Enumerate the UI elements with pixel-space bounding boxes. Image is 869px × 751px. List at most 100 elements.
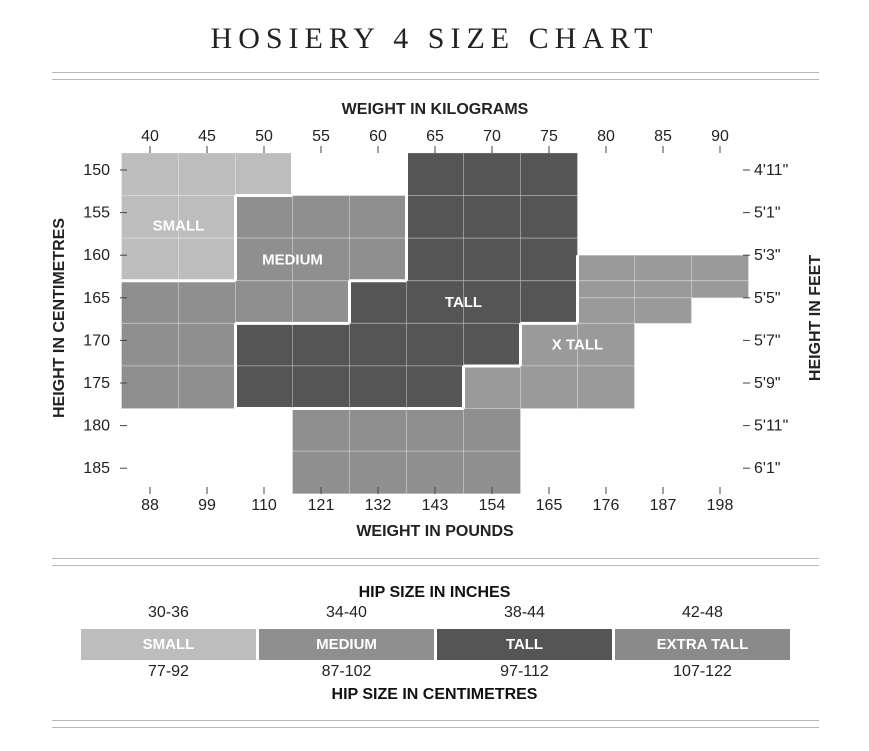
lb-tick-label-2: 110: [251, 497, 277, 514]
lb-tick-label-5: 143: [422, 497, 449, 514]
region-cell-xtall-4: [634, 280, 692, 299]
region-cell-tall-1: [463, 152, 521, 197]
region-cell-small-3: [121, 195, 179, 239]
kg-tick-label-9: 85: [654, 128, 672, 145]
region-cell-small-4: [178, 195, 236, 239]
cm-tick-label-0: 150: [83, 162, 110, 179]
lb-tick-label-0: 88: [141, 497, 159, 514]
region-cell-medium-17: [463, 408, 521, 452]
chart-title: HOSIERY 4 SIZE CHART: [210, 22, 659, 55]
cm-tick-label-1: 155: [83, 205, 110, 222]
region-cell-medium-20: [406, 450, 464, 495]
region-cell-medium-11: [178, 322, 236, 367]
region-cell-medium-7: [178, 280, 236, 324]
hip-medium-cm: 87-102: [321, 663, 372, 680]
region-cell-tall-15: [349, 322, 407, 367]
region-cell-tall-3: [406, 195, 464, 239]
hip-extra-tall-cm: 107-122: [673, 663, 732, 680]
hip-tall-inches: 38-44: [504, 604, 545, 621]
region-cell-xtall-1: [634, 254, 692, 282]
region-cell-medium-2: [349, 195, 407, 239]
hip-cm-title: HIP SIZE IN CENTIMETRES: [331, 686, 538, 703]
region-cell-tall-17: [463, 322, 521, 367]
kg-tick-label-1: 45: [198, 128, 216, 145]
region-cell-tall-16: [406, 322, 464, 367]
region-cell-medium-10: [121, 322, 179, 367]
ft-tick-label-5: 5'9": [754, 375, 781, 392]
region-cell-tall-18: [235, 365, 293, 410]
lb-tick-label-3: 121: [308, 497, 335, 514]
cm-tick-label-6: 180: [83, 418, 110, 435]
region-cell-xtall-12: [577, 365, 635, 410]
region-cell-tall-4: [463, 195, 521, 239]
region-cell-tall-20: [349, 365, 407, 410]
left-axis-title: HEIGHT IN CENTIMETRES: [51, 218, 68, 418]
region-cell-medium-8: [235, 280, 293, 324]
region-cell-tall-0: [406, 152, 464, 197]
kg-tick-label-3: 55: [312, 128, 330, 145]
region-cell-xtall-10: [463, 365, 521, 410]
top-axis-title: WEIGHT IN KILOGRAMS: [342, 101, 529, 118]
region-cell-tall-8: [520, 237, 578, 282]
ft-tick-label-1: 5'1": [754, 205, 781, 222]
region-cell-medium-12: [121, 365, 179, 410]
region-cell-xtall-6: [577, 297, 635, 324]
region-cell-xtall-3: [577, 280, 635, 299]
region-cell-medium-1: [292, 195, 350, 239]
region-cell-tall-2: [520, 152, 578, 197]
region-cell-small-1: [178, 152, 236, 197]
region-cell-tall-7: [463, 237, 521, 282]
lb-tick-label-7: 165: [536, 497, 563, 514]
region-cell-tall-10: [406, 280, 464, 324]
kg-tick-label-8: 80: [597, 128, 615, 145]
hip-tall-cm: 97-112: [500, 663, 549, 680]
region-cell-xtall-2: [691, 254, 749, 282]
size-chart: SMALL MEDIUM TALL X TALL 40 45 50 55 60 65 70 75 80 8…: [51, 101, 824, 540]
region-label-xtall: X TALL: [552, 337, 603, 354]
cm-tick-label-5: 175: [83, 375, 110, 392]
cm-tick-label-2: 160: [83, 247, 110, 264]
hip-small-cm: 77-92: [148, 663, 189, 680]
region-cell-medium-16: [406, 408, 464, 452]
kg-tick-label-10: 90: [711, 128, 729, 145]
region-cell-xtall-9: [577, 322, 635, 367]
top-divider: [52, 72, 819, 80]
lb-tick-label-1: 99: [198, 497, 216, 514]
lb-tick-label-6: 154: [479, 497, 506, 514]
region-cell-medium-15: [349, 408, 407, 452]
lb-tick-label-4: 132: [365, 497, 392, 514]
region-label-tall: TALL: [445, 294, 482, 311]
bottom-divider: [52, 720, 819, 728]
region-cell-tall-6: [406, 237, 464, 282]
kg-tick-label-7: 75: [540, 128, 558, 145]
region-cell-xtall-11: [520, 365, 578, 410]
cm-tick-label-3: 165: [83, 290, 110, 307]
region-cell-medium-0: [235, 195, 293, 239]
bottom-axis-title: WEIGHT IN POUNDS: [356, 523, 514, 540]
region-cell-small-0: [121, 152, 179, 197]
region-cell-xtall-0: [577, 254, 635, 282]
kg-tick-label-0: 40: [141, 128, 159, 145]
hip-small-bar: SMALL: [81, 629, 256, 660]
lb-tick-label-9: 187: [650, 497, 677, 514]
region-cell-tall-19: [292, 365, 350, 410]
region-cell-medium-14: [292, 408, 350, 452]
ft-tick-label-0: 4'11": [754, 162, 788, 179]
region-cell-small-6: [178, 237, 236, 282]
ft-tick-label-3: 5'5": [754, 290, 781, 307]
cm-tick-label-4: 170: [83, 332, 110, 349]
hip-small-inches: 30-36: [148, 604, 189, 621]
lb-tick-label-10: 198: [707, 497, 734, 514]
hip-medium-bar: MEDIUM: [259, 629, 434, 660]
region-cell-tall-9: [349, 280, 407, 324]
hip-extra-tall-bar: EXTRA TALL: [615, 629, 790, 660]
region-cell-xtall-7: [634, 297, 692, 324]
region-cell-medium-13: [178, 365, 236, 410]
region-cell-medium-5: [349, 237, 407, 282]
region-cell-small-5: [121, 237, 179, 282]
kg-tick-label-6: 70: [483, 128, 501, 145]
kg-tick-label-2: 50: [255, 128, 273, 145]
middle-divider: [52, 558, 819, 566]
ft-tick-label-4: 5'7": [754, 332, 781, 349]
region-cell-medium-21: [463, 450, 521, 495]
